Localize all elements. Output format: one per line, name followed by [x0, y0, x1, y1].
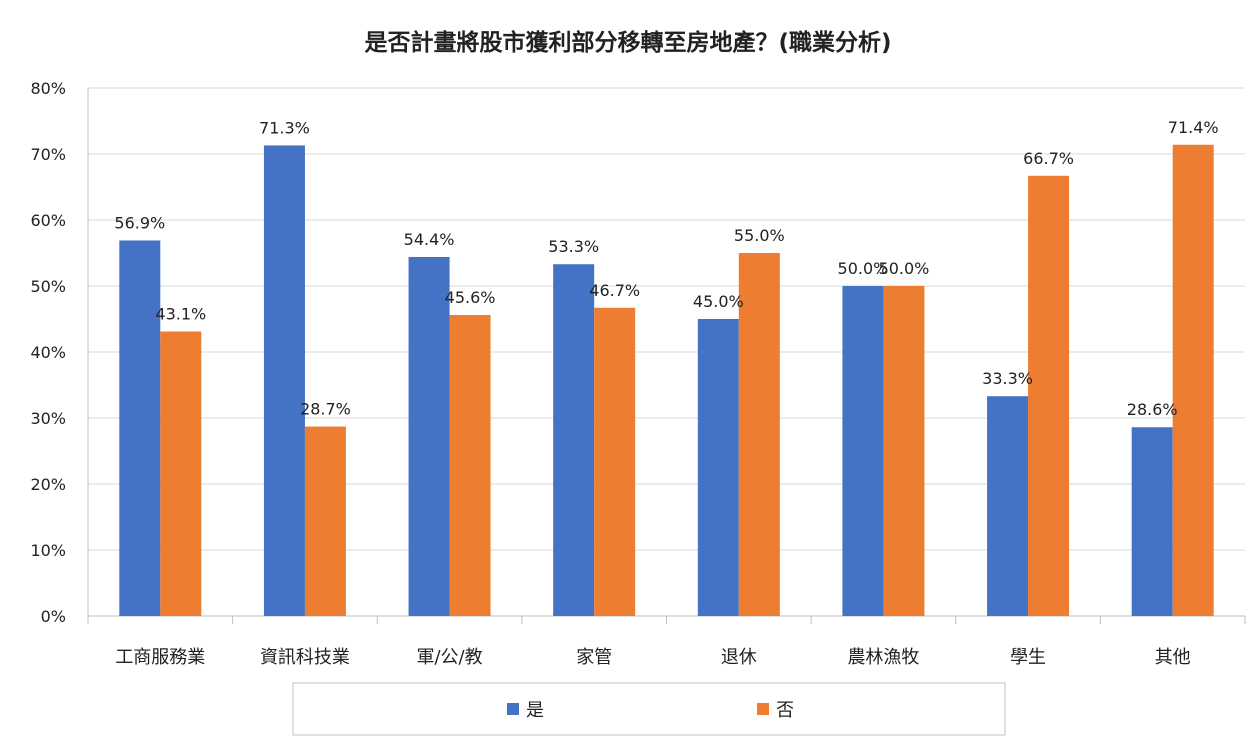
bar-yes	[119, 240, 161, 616]
data-label: 54.4%	[404, 230, 455, 249]
data-label: 45.6%	[445, 288, 496, 307]
x-tick-label: 退休	[721, 647, 757, 668]
data-label: 56.9%	[114, 213, 165, 232]
data-label: 53.3%	[548, 237, 599, 256]
data-label: 28.7%	[300, 400, 351, 419]
bar-yes	[987, 396, 1029, 616]
bar-no	[449, 315, 491, 616]
legend-box	[292, 682, 1006, 736]
data-label: 66.7%	[1023, 149, 1074, 168]
bar-yes	[553, 264, 595, 616]
bar-no	[594, 307, 636, 616]
bar-no	[160, 331, 202, 616]
y-tick-label: 80%	[30, 79, 66, 98]
x-tick-label: 其他	[1155, 647, 1191, 668]
data-label: 50.0%	[879, 259, 930, 278]
bar-yes	[1131, 427, 1173, 616]
y-tick-label: 40%	[30, 343, 66, 362]
y-tick-label: 70%	[30, 145, 66, 164]
x-tick-label: 資訊科技業	[260, 647, 350, 668]
x-tick-label: 家管	[576, 647, 612, 668]
data-label: 71.4%	[1168, 118, 1219, 137]
x-tick-label: 軍/公/教	[416, 647, 482, 668]
data-label: 43.1%	[155, 305, 206, 324]
data-label: 46.7%	[589, 281, 640, 300]
data-label: 71.3%	[259, 118, 310, 137]
bar-yes	[842, 286, 884, 616]
bar-no	[738, 253, 780, 616]
legend-label: 是	[526, 700, 544, 721]
bar-yes	[697, 319, 739, 616]
legend-swatch-yes	[507, 703, 519, 715]
bar-no	[1172, 144, 1214, 616]
legend-label: 否	[776, 700, 794, 721]
bar-no	[1028, 175, 1070, 616]
legend-swatch-no	[757, 703, 769, 715]
y-tick-label: 0%	[41, 607, 66, 626]
y-tick-label: 30%	[30, 409, 66, 428]
bar-yes	[408, 256, 450, 616]
data-label: 33.3%	[982, 369, 1033, 388]
x-tick-label: 工商服務業	[115, 647, 205, 668]
x-tick-label: 農林漁牧	[847, 647, 919, 668]
data-label: 45.0%	[693, 292, 744, 311]
y-tick-label: 50%	[30, 277, 66, 296]
y-tick-label: 60%	[30, 211, 66, 230]
chart-title: 是否計畫將股市獲利部分移轉至房地產？(職業分析)	[364, 29, 891, 56]
data-label: 28.6%	[1127, 400, 1178, 419]
bar-yes	[263, 145, 305, 617]
y-tick-label: 10%	[30, 541, 66, 560]
data-label: 50.0%	[838, 259, 889, 278]
x-tick-label: 學生	[1010, 647, 1046, 668]
data-label: 55.0%	[734, 226, 785, 245]
bar-no	[304, 426, 346, 616]
bar-no	[883, 286, 925, 616]
y-tick-label: 20%	[30, 475, 66, 494]
